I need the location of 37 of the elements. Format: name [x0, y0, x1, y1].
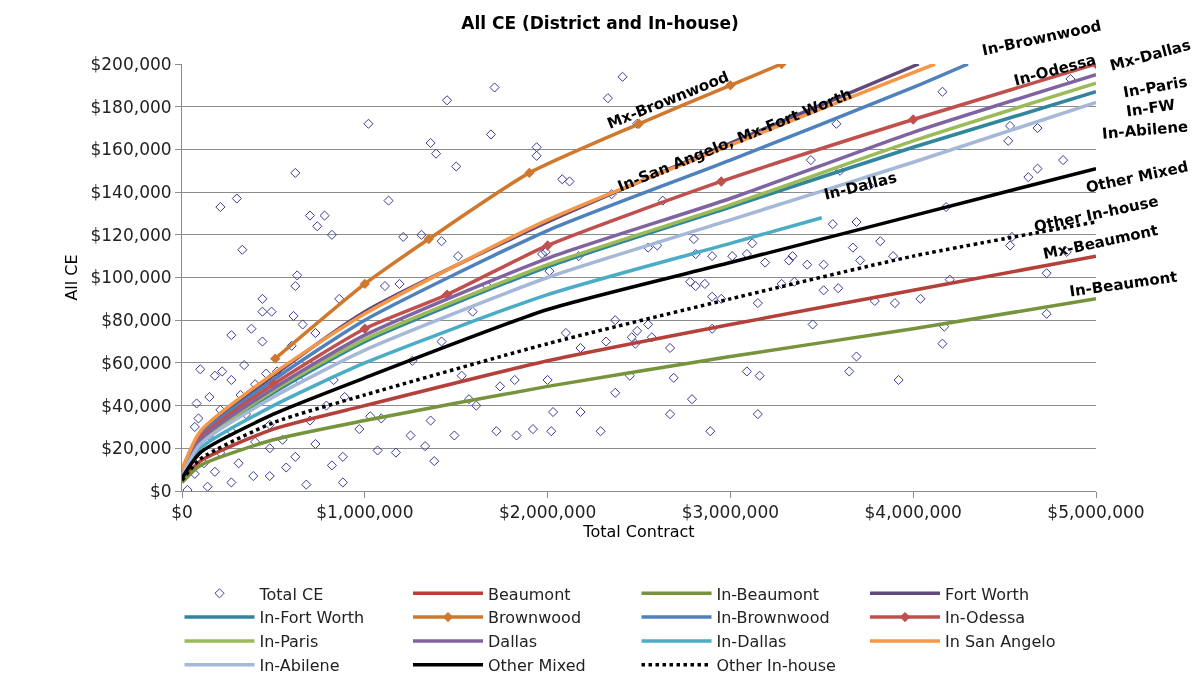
y-tick-label: $60,000 [101, 352, 172, 373]
legend-label: Fort Worth [945, 584, 1030, 604]
legend-label: In San Angelo [945, 632, 1056, 652]
x-tick-label: $0 [171, 502, 193, 523]
y-tick-label: $160,000 [90, 139, 172, 160]
legend-label: In-Beaumont [716, 584, 820, 604]
y-tick-label: $200,000 [90, 53, 172, 74]
y-tick-label: $20,000 [101, 438, 172, 459]
legend-label: Dallas [488, 632, 538, 652]
y-tick-label: $40,000 [101, 395, 172, 416]
legend-label: Other In-house [716, 655, 836, 675]
annotation: Other Mixed [1084, 157, 1190, 197]
y-tick-label: $80,000 [101, 310, 172, 331]
legend-label: In-Odessa [945, 608, 1026, 628]
legend-label: Other Mixed [488, 655, 586, 675]
y-tick-label: $120,000 [90, 224, 172, 245]
x-tick-label: $2,000,000 [498, 502, 597, 523]
legend-label: In-Brownwood [716, 608, 830, 628]
x-tick-label: $4,000,000 [864, 502, 962, 523]
x-tick-label: $5,000,000 [1047, 502, 1145, 523]
legend-label: In-Fort Worth [259, 608, 365, 628]
x-tick-label: $1,000,000 [316, 502, 414, 523]
legend-label: In-Abilene [259, 655, 340, 675]
y-tick-label: $140,000 [90, 182, 172, 203]
legend-label: In-Dallas [716, 632, 787, 652]
legend-label: Brownwood [488, 608, 582, 628]
y-axis-title: All CE [62, 254, 82, 301]
chart-title: All CE (District and In-house) [461, 13, 739, 34]
x-tick-label: $3,000,000 [681, 502, 780, 523]
legend-label: Beaumont [488, 584, 571, 604]
y-tick-label: $100,000 [90, 267, 172, 288]
legend-label: In-Paris [259, 632, 319, 652]
y-tick-label: $0 [149, 480, 172, 501]
text: In-Abilene [1101, 117, 1189, 143]
legend-label: Total CE [258, 584, 324, 604]
x-axis-title: Total Contract [582, 522, 695, 542]
y-tick-label: $180,000 [90, 96, 172, 117]
